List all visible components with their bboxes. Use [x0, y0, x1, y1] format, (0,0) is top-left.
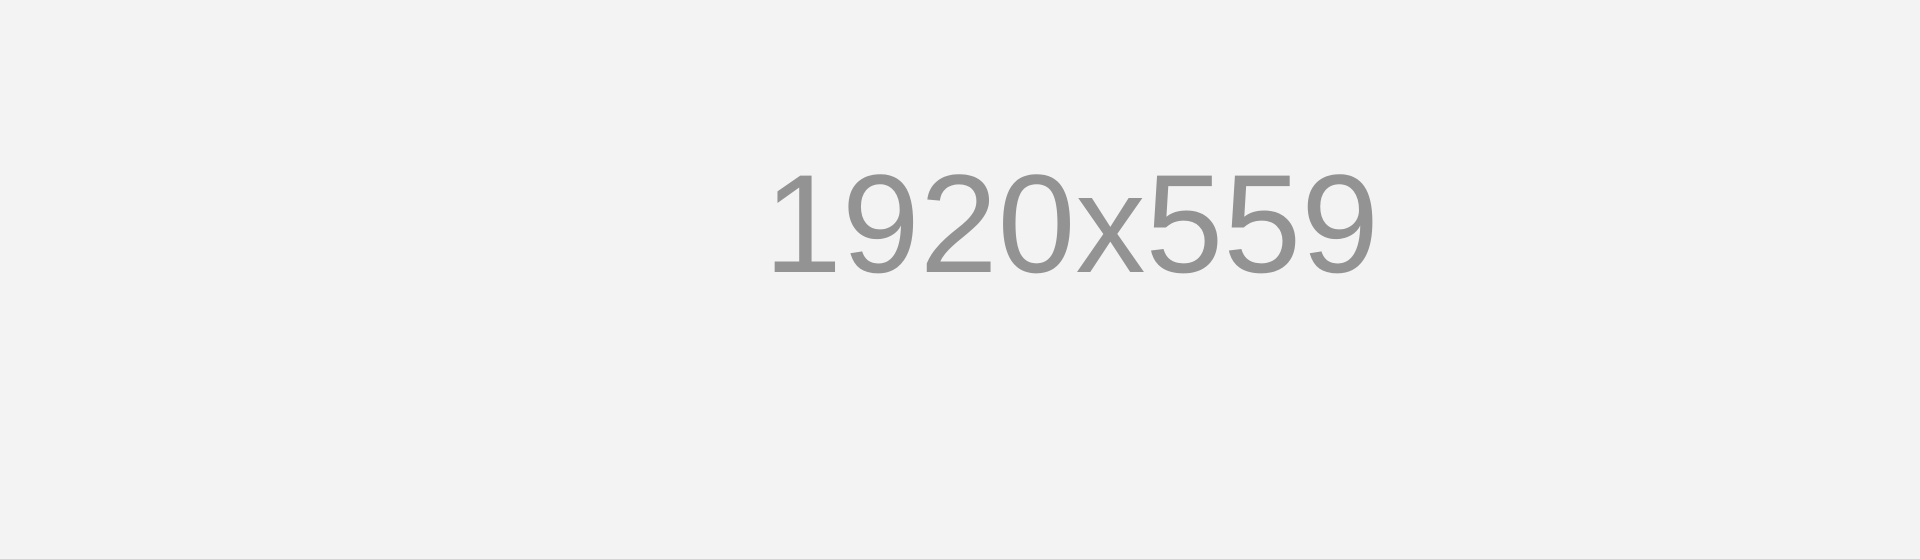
- dimension-label: 1920x559: [764, 145, 1380, 302]
